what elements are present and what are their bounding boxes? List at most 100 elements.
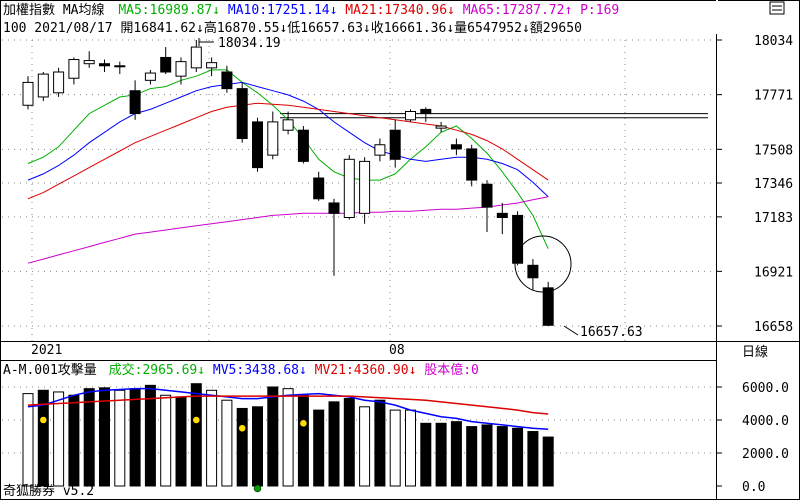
candle-up	[175, 61, 187, 77]
header-line-1: 加權指數 MA均線 MA5:16989.87↓ MA10:17251.14↓ M…	[3, 2, 619, 18]
mv5-line	[27, 387, 549, 431]
ma21-value: MA21:17340.96↓	[345, 3, 455, 18]
candle-up	[144, 72, 156, 81]
volume-bar-down	[450, 421, 462, 487]
candle-down	[420, 108, 432, 115]
volume-bar-up	[221, 399, 233, 487]
volume-bar-down	[99, 387, 110, 487]
candlesticks	[22, 40, 554, 327]
candle-down	[481, 183, 493, 208]
volume-bar-down	[129, 388, 141, 487]
price-tick-label: 16921	[754, 265, 793, 280]
low-annotation: 16657.63	[580, 325, 643, 340]
low-leader	[563, 325, 579, 336]
volume-bars	[22, 383, 554, 487]
volume-bar-down	[252, 406, 263, 487]
volume-tick-label: 0.0	[742, 480, 765, 495]
candle-down	[236, 88, 248, 140]
volume-bar-up	[206, 389, 218, 487]
candle-down	[221, 71, 233, 90]
volume-dot	[299, 419, 308, 428]
price-axis: 18034 17771 17508 17346 17183 16921 16658	[716, 34, 793, 335]
mv5-value: MV5:3438.68↓	[213, 363, 307, 378]
volume-averages	[27, 387, 549, 431]
volume-bar-down	[68, 394, 80, 487]
candle-down	[389, 129, 401, 160]
volume-bar-down	[542, 436, 554, 487]
volume-bar-down	[37, 389, 49, 487]
volume-dot	[192, 416, 201, 424]
volume-header: A-M.001攻擊量 成交:2965.69↓ MV5:3438.68↓ MV21…	[3, 362, 479, 378]
reference-lines	[280, 113, 708, 119]
indicator-title: 加權指數 MA均線	[3, 2, 104, 18]
price-tick-label: 17508	[754, 143, 793, 158]
candle-up	[435, 125, 447, 129]
period-label: 日線	[742, 344, 768, 360]
volume-bar-down	[466, 426, 478, 487]
volume-bar-down	[175, 396, 187, 487]
volume-bar-down	[190, 383, 202, 487]
highlight-circle	[514, 235, 572, 293]
candle-down	[114, 65, 126, 68]
volume-bar-down	[343, 398, 355, 487]
scroll-up-icon[interactable]	[769, 1, 785, 15]
price-tick-label: 18034	[754, 34, 793, 49]
candle-up	[83, 60, 95, 65]
volume-dot	[39, 416, 48, 424]
candle-down	[328, 202, 340, 214]
p-value: P:169	[580, 3, 619, 18]
candle-up	[282, 119, 294, 131]
footer-brand: 奇狐勝券 v5.2	[3, 483, 94, 499]
volume-bar-down	[481, 424, 493, 487]
candle-up	[53, 71, 65, 94]
candle-up	[359, 160, 371, 214]
candle-up	[267, 121, 279, 156]
volume-bar-up	[22, 393, 34, 487]
volume-bar-down	[496, 426, 508, 487]
header-line-2: 100 2021/08/17 開16841.62↓高16870.55↓低1665…	[3, 20, 582, 36]
volume-bar-down	[83, 388, 95, 487]
price-tick-label: 17771	[754, 89, 793, 104]
candle-up	[68, 59, 80, 79]
ma10-value: MA10:17251.14↓	[228, 3, 338, 18]
candle-up	[343, 158, 355, 219]
volume-bar-down	[144, 384, 156, 487]
volume-bar-up	[389, 409, 401, 487]
volume-bar-up	[405, 409, 416, 487]
volume-tick-label: 2000.0	[742, 447, 789, 462]
volume-dot	[253, 484, 262, 493]
candle-up	[374, 144, 386, 156]
volume-bar-down	[512, 427, 524, 487]
mv21-value: MV21:4360.90↓	[315, 363, 417, 378]
high-annotation: 18034.19	[218, 36, 281, 51]
volume-bar-down	[236, 407, 248, 487]
candle-up	[22, 81, 34, 106]
candle-down	[297, 129, 309, 162]
volume-bar-down	[527, 431, 539, 487]
candle-down	[160, 56, 172, 73]
candle-down	[450, 144, 462, 150]
ma65-value: MA65:17287.72↑	[463, 3, 573, 18]
volume-axis: 6000.0 4000.0 2000.0 0.0	[716, 381, 789, 495]
candle-down	[512, 214, 524, 264]
volume-bar-up	[53, 391, 65, 487]
header2-clip	[717, 18, 799, 34]
volume-bar-down	[328, 401, 340, 487]
x-label-08: 08	[389, 343, 405, 358]
ma21-line	[27, 102, 549, 200]
candle-down	[129, 90, 141, 115]
candle-down	[313, 177, 325, 200]
volume-bar-down	[420, 422, 432, 487]
price-grid	[2, 39, 711, 341]
shares-value: 股本億:0	[424, 362, 479, 378]
volume-value: 成交:2965.69↓	[109, 362, 205, 378]
volume-bar-down	[435, 422, 447, 487]
ma65-line	[27, 196, 549, 264]
candle-down	[542, 287, 554, 326]
volume-dot	[238, 424, 246, 432]
header-clip	[716, 0, 718, 34]
volume-bar-down	[297, 394, 309, 487]
candle-up	[37, 73, 49, 98]
volume-bar-up	[160, 394, 172, 487]
